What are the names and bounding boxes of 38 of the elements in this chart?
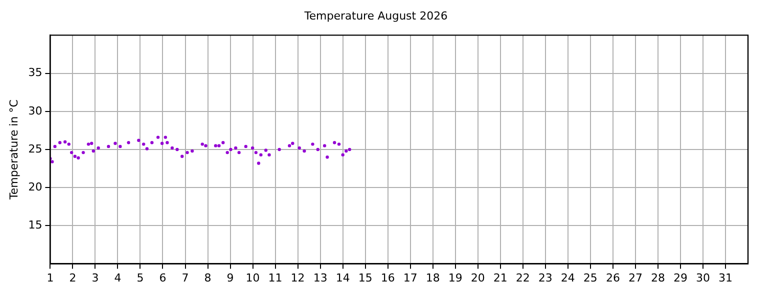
x-tick-label: 14 xyxy=(336,271,350,284)
x-tick-label: 13 xyxy=(313,271,328,284)
x-tick-label: 3 xyxy=(92,271,99,284)
x-tick-label: 21 xyxy=(493,271,508,284)
y-tick-label: 15 xyxy=(28,218,42,232)
y-axis-title: Temperature in °C xyxy=(7,99,20,200)
x-tick-label: 31 xyxy=(718,271,732,284)
chart-title: Temperature August 2026 xyxy=(303,9,448,22)
x-tick-label: 18 xyxy=(426,271,440,284)
x-tick-label: 23 xyxy=(538,271,552,284)
x-tick-label: 25 xyxy=(583,271,598,284)
x-tick-label: 10 xyxy=(246,271,260,284)
x-tick-label: 5 xyxy=(136,271,144,284)
x-tick-label: 2 xyxy=(69,271,76,284)
x-tick-label: 12 xyxy=(290,271,305,284)
x-tick-label: 7 xyxy=(182,271,189,284)
x-tick-label: 11 xyxy=(268,271,282,284)
x-tick-label: 17 xyxy=(403,271,418,284)
x-tick-label: 19 xyxy=(448,271,462,284)
x-tick-label: 26 xyxy=(606,271,620,284)
x-tick-label: 30 xyxy=(696,271,710,284)
x-tick-label: 4 xyxy=(114,271,122,284)
x-tick-label: 8 xyxy=(204,271,212,284)
x-tick-label: 9 xyxy=(226,271,234,284)
x-tick-label: 22 xyxy=(516,271,530,284)
x-tick-label: 6 xyxy=(159,271,166,284)
x-tick-label: 15 xyxy=(358,271,372,284)
x-tick-label: 27 xyxy=(628,271,642,284)
x-tick-label: 29 xyxy=(673,271,688,284)
x-tick-label: 20 xyxy=(470,271,485,284)
y-tick-label: 30 xyxy=(28,104,42,118)
x-tick-label: 28 xyxy=(650,271,665,284)
x-tick-label: 16 xyxy=(380,271,395,284)
x-tick-label: 24 xyxy=(560,271,575,284)
x-tick-label: 1 xyxy=(46,271,54,284)
y-tick-label: 25 xyxy=(28,142,42,156)
y-tick-label: 35 xyxy=(28,66,42,80)
y-tick-label: 20 xyxy=(28,180,42,194)
